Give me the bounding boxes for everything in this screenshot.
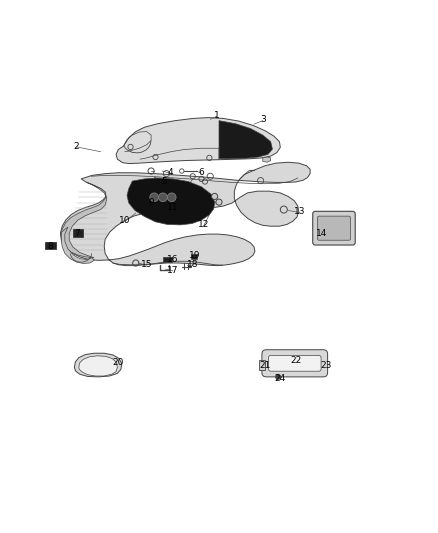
FancyBboxPatch shape (45, 241, 56, 249)
Circle shape (150, 193, 159, 201)
Circle shape (216, 199, 222, 205)
Polygon shape (219, 120, 272, 159)
Text: 17: 17 (167, 265, 179, 274)
FancyBboxPatch shape (191, 254, 197, 259)
Circle shape (167, 193, 176, 201)
Text: 19: 19 (189, 251, 201, 260)
FancyBboxPatch shape (73, 229, 83, 237)
Text: 18: 18 (187, 260, 198, 269)
Text: 16: 16 (167, 255, 179, 264)
Circle shape (212, 193, 218, 199)
Text: 22: 22 (290, 356, 301, 365)
Polygon shape (60, 162, 310, 265)
Text: 23: 23 (321, 360, 332, 369)
Text: 11: 11 (167, 203, 179, 212)
Polygon shape (61, 227, 94, 263)
Polygon shape (79, 356, 117, 376)
Text: 4: 4 (168, 168, 173, 177)
Circle shape (159, 193, 167, 201)
Circle shape (276, 374, 281, 379)
FancyBboxPatch shape (259, 360, 265, 370)
FancyBboxPatch shape (318, 216, 350, 240)
Text: 7: 7 (74, 229, 80, 238)
Text: 21: 21 (259, 360, 271, 369)
Text: 6: 6 (198, 168, 205, 177)
Polygon shape (127, 178, 215, 225)
FancyBboxPatch shape (313, 211, 355, 245)
Text: 3: 3 (260, 115, 266, 124)
FancyBboxPatch shape (163, 257, 172, 262)
FancyBboxPatch shape (268, 356, 321, 371)
Polygon shape (61, 182, 107, 258)
Text: 5: 5 (161, 176, 167, 185)
Text: 12: 12 (198, 220, 209, 229)
Polygon shape (116, 118, 280, 164)
Text: 1: 1 (214, 111, 220, 120)
Text: 13: 13 (294, 207, 306, 216)
Text: 14: 14 (316, 229, 328, 238)
Text: 24: 24 (275, 374, 286, 383)
Text: 10: 10 (119, 216, 131, 225)
Text: 15: 15 (141, 260, 152, 269)
Text: 20: 20 (113, 358, 124, 367)
Text: 8: 8 (47, 243, 53, 251)
Text: 2: 2 (74, 142, 79, 150)
FancyBboxPatch shape (262, 350, 328, 377)
Text: 9: 9 (148, 198, 154, 207)
Polygon shape (263, 157, 271, 162)
Polygon shape (74, 353, 122, 377)
